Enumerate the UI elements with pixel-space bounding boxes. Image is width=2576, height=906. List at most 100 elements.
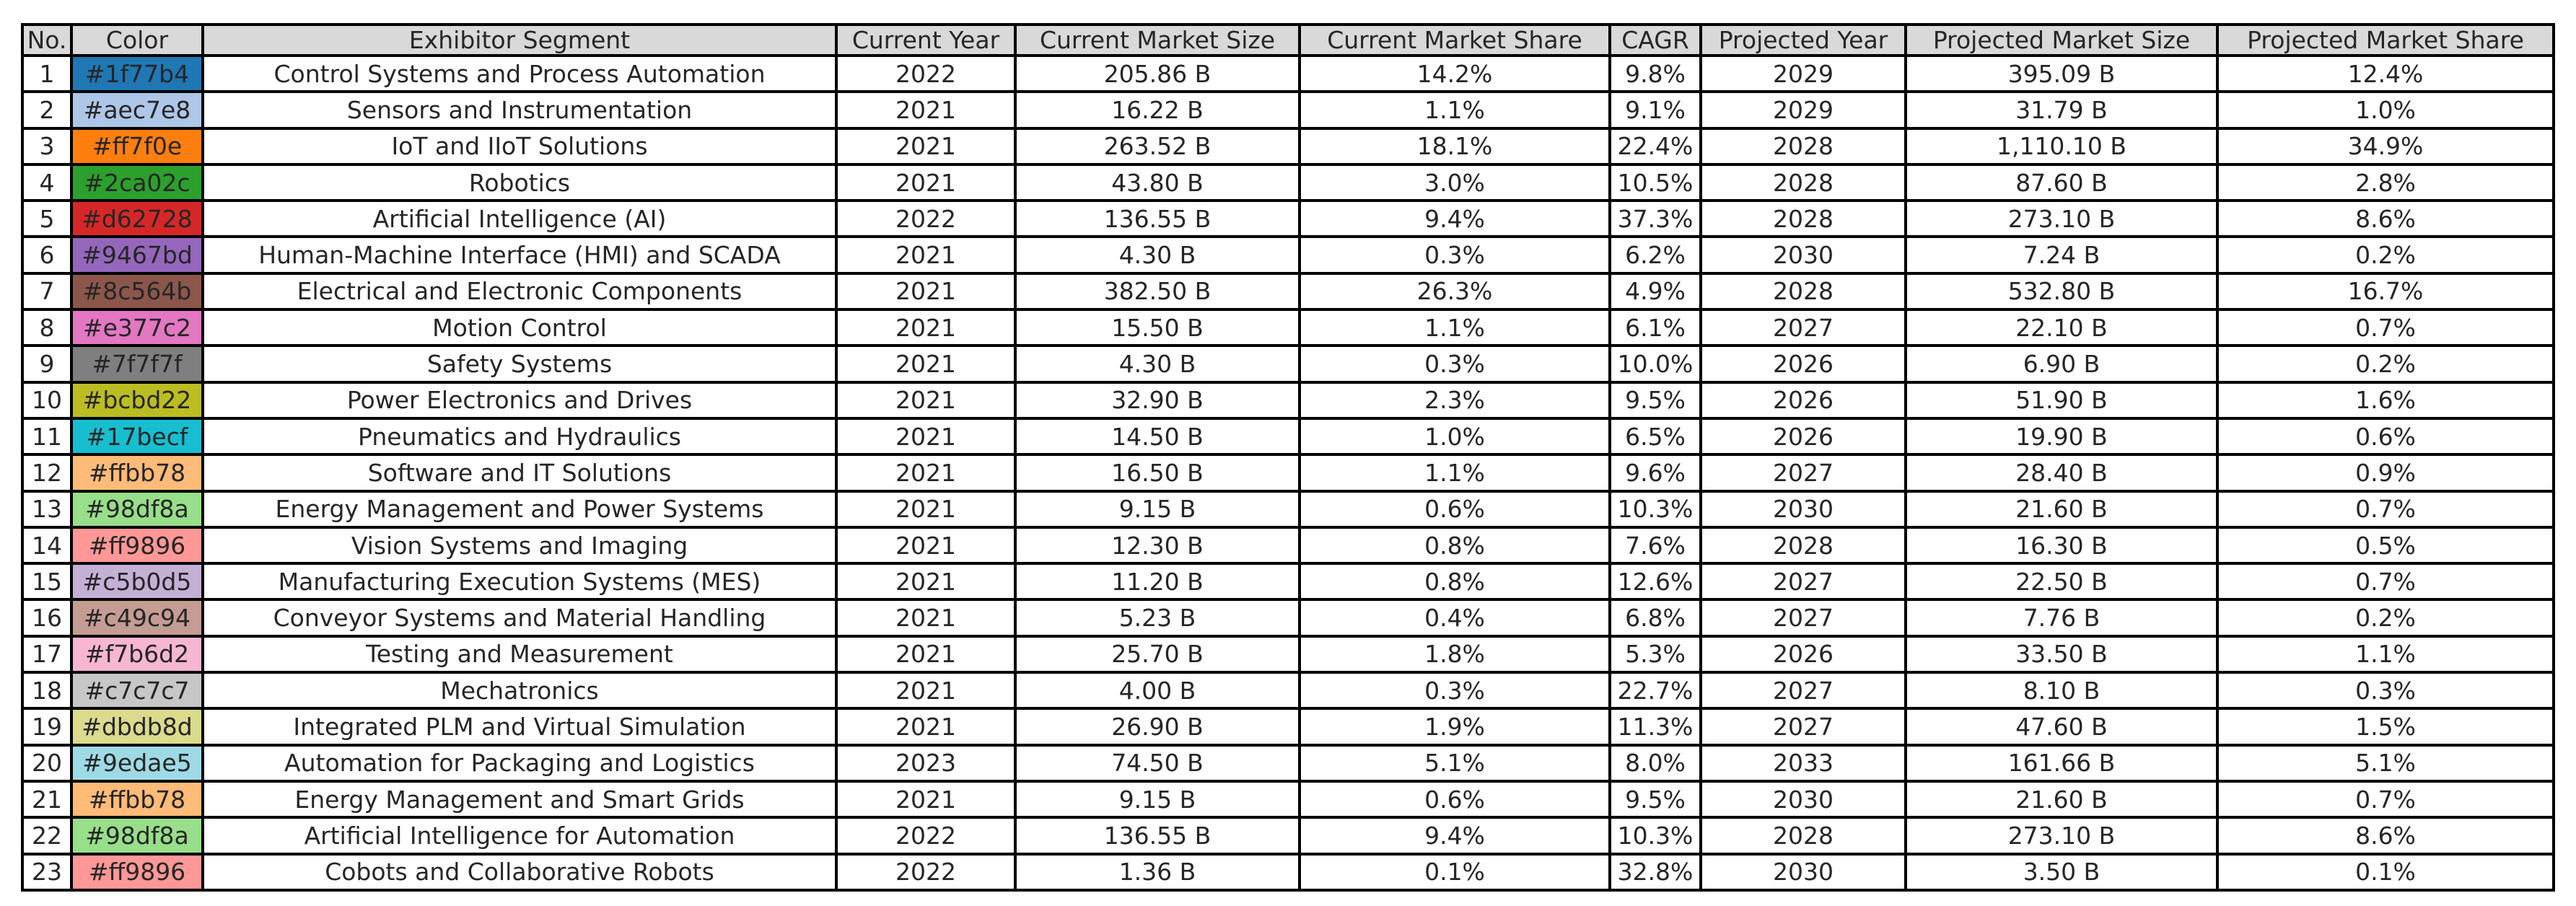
cell-cagr: 9.5%: [1608, 779, 1702, 819]
cell-current-market-share: 0.8%: [1298, 562, 1611, 602]
cell-projected-market-size: 273.10 B: [1904, 199, 2219, 239]
table-row: 4 #2ca02c Robotics 2021 43.80 B 3.0% 10.5% 2028…: [21, 162, 2555, 203]
table-row: 19 #dbdb8d Integrated PLM and Virtual Simu…: [21, 707, 2555, 747]
cell-projected-year: 2030: [1699, 779, 1907, 819]
column-header-current-market-size: Current Market Size: [1014, 23, 1301, 57]
cell-current-market-size: 16.50 B: [1014, 453, 1301, 493]
cell-color: #ffbb78: [70, 453, 204, 493]
column-header-current-year: Current Year: [835, 23, 1017, 57]
cell-current-market-share: 9.4%: [1298, 816, 1611, 856]
table-row: 10 #bcbd22 Power Electronics and Drives 202…: [21, 380, 2555, 420]
cell-projected-market-share: 1.1%: [2216, 634, 2555, 674]
cell-current-market-share: 0.3%: [1298, 344, 1611, 384]
cell-exhibitor-segment: IoT and IIoT Solutions: [201, 126, 838, 166]
table-row: 12 #ffbb78 Software and IT Solutions 2021 16…: [21, 453, 2555, 493]
cell-exhibitor-segment: Pneumatics and Hydraulics: [201, 416, 838, 457]
cell-projected-market-size: 7.76 B: [1904, 598, 2219, 638]
cell-color: #ffbb78: [70, 779, 204, 819]
cell-current-market-size: 15.50 B: [1014, 308, 1301, 348]
cell-current-market-share: 0.4%: [1298, 598, 1611, 638]
cell-projected-year: 2026: [1699, 634, 1907, 674]
cell-exhibitor-segment: Software and IT Solutions: [201, 453, 838, 493]
cell-exhibitor-segment: Artificial Intelligence for Automation: [201, 816, 838, 856]
cell-color: #7f7f7f: [70, 344, 204, 384]
cell-exhibitor-segment: Human-Machine Interface (HMI) and SCADA: [201, 235, 838, 275]
cell-cagr: 6.1%: [1608, 308, 1702, 348]
cell-current-year: 2021: [835, 634, 1017, 674]
cell-number: 2: [21, 90, 73, 130]
cell-number: 12: [21, 453, 73, 493]
cell-projected-market-share: 0.2%: [2216, 598, 2555, 638]
cell-projected-market-share: 16.7%: [2216, 271, 2555, 312]
cell-projected-market-share: 8.6%: [2216, 816, 2555, 856]
cell-current-market-share: 1.1%: [1298, 453, 1611, 493]
cell-current-market-size: 263.52 B: [1014, 126, 1301, 166]
cell-projected-market-size: 31.79 B: [1904, 90, 2219, 130]
cell-current-market-share: 2.3%: [1298, 380, 1611, 420]
cell-current-market-size: 43.80 B: [1014, 162, 1301, 203]
cell-current-year: 2021: [835, 453, 1017, 493]
cell-current-market-share: 1.1%: [1298, 308, 1611, 348]
cell-projected-market-size: 7.24 B: [1904, 235, 2219, 275]
cell-exhibitor-segment: Manufacturing Execution Systems (MES): [201, 562, 838, 602]
cell-projected-market-share: 34.9%: [2216, 126, 2555, 166]
cell-color: #c49c94: [70, 598, 204, 638]
cell-current-market-share: 0.1%: [1298, 852, 1611, 892]
cell-exhibitor-segment: Cobots and Collaborative Robots: [201, 852, 838, 892]
cell-current-market-size: 382.50 B: [1014, 271, 1301, 312]
cell-projected-market-size: 47.60 B: [1904, 707, 2219, 747]
cell-cagr: 12.6%: [1608, 562, 1702, 602]
cell-current-market-size: 9.15 B: [1014, 489, 1301, 529]
cell-color: #2ca02c: [70, 162, 204, 203]
cell-current-market-share: 1.0%: [1298, 416, 1611, 457]
cell-current-year: 2021: [835, 489, 1017, 529]
cell-current-year: 2021: [835, 271, 1017, 312]
cell-projected-market-share: 0.7%: [2216, 308, 2555, 348]
cell-cagr: 9.6%: [1608, 453, 1702, 493]
cell-exhibitor-segment: Electrical and Electronic Components: [201, 271, 838, 312]
cell-cagr: 22.4%: [1608, 126, 1702, 166]
cell-current-year: 2021: [835, 235, 1017, 275]
cell-cagr: 5.3%: [1608, 634, 1702, 674]
cell-projected-market-size: 19.90 B: [1904, 416, 2219, 457]
cell-current-market-share: 0.6%: [1298, 489, 1611, 529]
cell-number: 18: [21, 671, 73, 711]
cell-cagr: 10.3%: [1608, 816, 1702, 856]
cell-projected-year: 2030: [1699, 489, 1907, 529]
cell-projected-market-share: 0.6%: [2216, 416, 2555, 457]
cell-cagr: 7.6%: [1608, 525, 1702, 566]
cell-projected-market-size: 161.66 B: [1904, 743, 2219, 783]
cell-cagr: 10.0%: [1608, 344, 1702, 384]
cell-number: 17: [21, 634, 73, 674]
cell-current-market-size: 32.90 B: [1014, 380, 1301, 420]
table-row: 3 #ff7f0e IoT and IIoT Solutions 2021 263.52…: [21, 126, 2555, 166]
cell-current-year: 2021: [835, 779, 1017, 819]
cell-projected-year: 2030: [1699, 235, 1907, 275]
cell-current-year: 2021: [835, 162, 1017, 203]
table-row: 17 #f7b6d2 Testing and Measurement 2021 25.7…: [21, 634, 2555, 674]
cell-current-market-share: 0.3%: [1298, 671, 1611, 711]
cell-cagr: 11.3%: [1608, 707, 1702, 747]
cell-projected-market-share: 0.9%: [2216, 453, 2555, 493]
cell-exhibitor-segment: Control Systems and Process Automation: [201, 53, 838, 94]
cell-projected-market-share: 1.0%: [2216, 90, 2555, 130]
cell-projected-market-size: 51.90 B: [1904, 380, 2219, 420]
cell-color: #dbdb8d: [70, 707, 204, 747]
cell-cagr: 10.5%: [1608, 162, 1702, 203]
column-header-projected-year: Projected Year: [1699, 23, 1907, 57]
table-row: 1 #1f77b4 Control Systems and Process Auto…: [21, 53, 2555, 94]
cell-exhibitor-segment: Mechatronics: [201, 671, 838, 711]
cell-current-year: 2021: [835, 90, 1017, 130]
column-header-current-market-share: Current Market Share: [1298, 23, 1611, 57]
cell-current-year: 2021: [835, 598, 1017, 638]
cell-cagr: 9.1%: [1608, 90, 1702, 130]
cell-current-market-size: 1.36 B: [1014, 852, 1301, 892]
cell-cagr: 4.9%: [1608, 271, 1702, 312]
cell-projected-market-size: 87.60 B: [1904, 162, 2219, 203]
cell-color: #c7c7c7: [70, 671, 204, 711]
cell-projected-year: 2027: [1699, 308, 1907, 348]
cell-projected-market-size: 22.50 B: [1904, 562, 2219, 602]
table-body: 1 #1f77b4 Control Systems and Process Auto…: [21, 53, 2555, 892]
cell-current-market-share: 9.4%: [1298, 199, 1611, 239]
cell-current-year: 2021: [835, 380, 1017, 420]
